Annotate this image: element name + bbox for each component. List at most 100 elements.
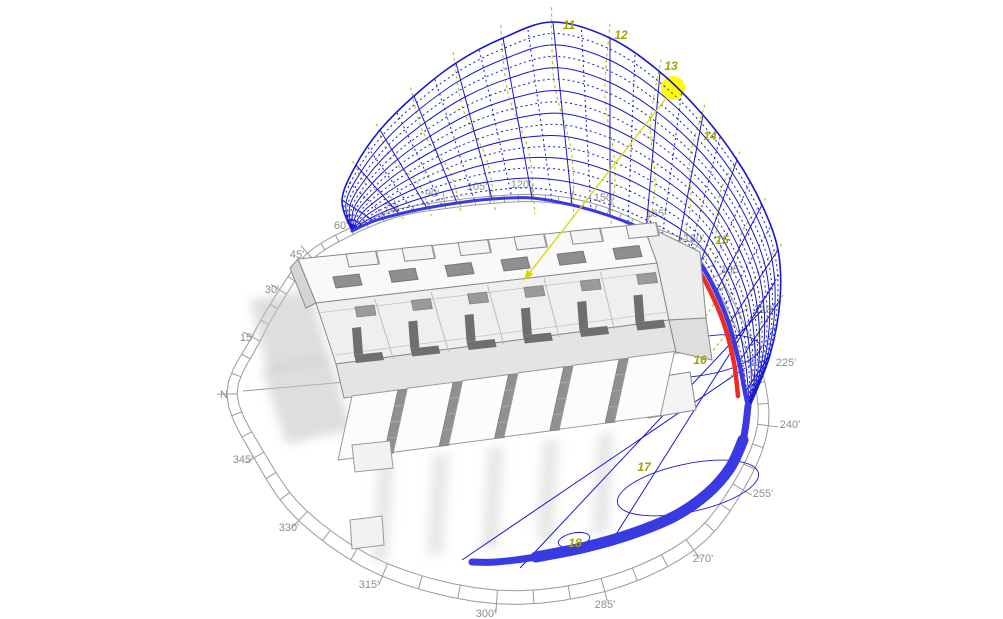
hour-line-dotted <box>367 147 414 212</box>
hour-labels: 11 12 13 14 15 16 17 18 <box>563 18 729 550</box>
stair-step-line <box>501 405 512 407</box>
bulkhead-side <box>655 222 660 236</box>
stair-step-line <box>608 405 619 408</box>
hour-label: 16 <box>693 353 707 367</box>
stair-step-line <box>449 396 460 399</box>
hour-line <box>699 159 738 265</box>
sun-ray <box>523 96 668 281</box>
compass-tick <box>265 472 277 480</box>
compass-tick <box>730 308 749 318</box>
azimuth-label: 90' <box>425 188 439 200</box>
hour-line-dotted <box>707 182 750 279</box>
compass-tick <box>757 423 779 428</box>
compass-tick <box>567 585 571 600</box>
shadow-blob <box>250 290 330 372</box>
bulkhead-side <box>599 227 604 242</box>
shadow-streak <box>482 446 504 548</box>
roof-courtyard-hole <box>612 244 643 261</box>
hour-line-dotted <box>479 50 513 199</box>
stair-step-line <box>556 397 567 400</box>
azimuth-label: 330' <box>279 522 299 534</box>
roof-courtyard-hole <box>444 262 475 278</box>
roof-courtyard-hole <box>332 273 363 289</box>
hour-line <box>677 114 704 247</box>
shadow-streak <box>592 432 614 534</box>
bulkhead-side <box>431 245 436 259</box>
date-arc-dotted <box>343 32 779 407</box>
low-altitude-ring <box>616 459 760 517</box>
stair-step-line <box>505 389 516 391</box>
compass-tick <box>231 372 241 378</box>
stair-step-line <box>615 373 626 376</box>
facade-recess-foot <box>410 345 441 357</box>
roof-bulkhead <box>401 244 436 262</box>
compass-tick <box>322 530 331 541</box>
compass-tick <box>377 563 389 586</box>
stair-step-line <box>394 404 405 407</box>
front-box <box>351 440 394 473</box>
hour-line <box>413 95 458 204</box>
hour-line-dotted <box>661 93 682 239</box>
hour-line <box>455 62 493 200</box>
sun-ray-arrowhead <box>524 269 534 280</box>
shadow-blob <box>262 356 352 444</box>
facade-window <box>523 285 546 298</box>
unit-divider <box>374 298 394 359</box>
hour-label: 18 <box>568 536 582 550</box>
building-model <box>289 221 713 550</box>
hour-line-dotted <box>396 112 443 206</box>
compass-tick <box>732 483 753 496</box>
evening-hour-line <box>461 367 746 561</box>
analemma-hour-curve <box>352 160 404 220</box>
stair-step-line <box>442 428 453 431</box>
hour-line <box>744 354 771 393</box>
sun-icon <box>661 76 685 100</box>
compass-tick <box>757 402 769 405</box>
stair-step-line <box>387 436 398 439</box>
hour-label: 17 <box>637 460 652 474</box>
hour-label: 12 <box>614 28 628 42</box>
compass-tick <box>417 575 423 590</box>
compass-tick <box>719 503 731 512</box>
hour-line-dotted <box>346 215 364 227</box>
facade-window <box>636 272 658 285</box>
facade-recess-foot <box>466 339 497 350</box>
unit-divider <box>600 271 615 331</box>
compass-tick <box>245 451 265 464</box>
hour-line-dotted <box>722 227 771 309</box>
facade-recess-bar <box>633 294 645 323</box>
roof-bulkhead <box>569 227 604 245</box>
roof-courtyard-hole <box>388 267 419 283</box>
hour-line-dotted <box>741 327 776 378</box>
facade-window <box>354 304 377 318</box>
roof-bulkhead <box>513 233 548 251</box>
hour-line-dotted <box>581 29 592 211</box>
azimuth-label: 240' <box>780 419 800 431</box>
compass-tick <box>300 245 313 260</box>
front-box <box>349 515 385 550</box>
hour-line-dotted <box>527 29 553 202</box>
facade-recess-foot <box>354 352 384 363</box>
date-arc-dotted <box>350 78 768 407</box>
compass-tick <box>532 590 535 604</box>
stair-step-line <box>612 389 623 392</box>
compass-tick <box>231 411 242 417</box>
hour-label: 14 <box>703 129 717 143</box>
compass-tick <box>334 234 340 242</box>
compass-tick <box>705 264 714 270</box>
stair-step-line <box>553 413 564 416</box>
compass-tick <box>241 431 252 438</box>
bulkhead-side <box>543 233 548 248</box>
compass-tick <box>685 539 701 559</box>
dome-mesh <box>341 21 782 569</box>
azimuth-label: 285' <box>595 599 615 611</box>
facade-recess-bar <box>408 320 420 349</box>
azimuth-label: 75' <box>384 202 398 214</box>
azimuth-label: 255' <box>753 488 773 500</box>
compass-tick <box>704 522 715 532</box>
hour-line <box>355 164 400 215</box>
compass-tick <box>241 353 251 360</box>
azimuth-label: 30' <box>265 284 279 296</box>
